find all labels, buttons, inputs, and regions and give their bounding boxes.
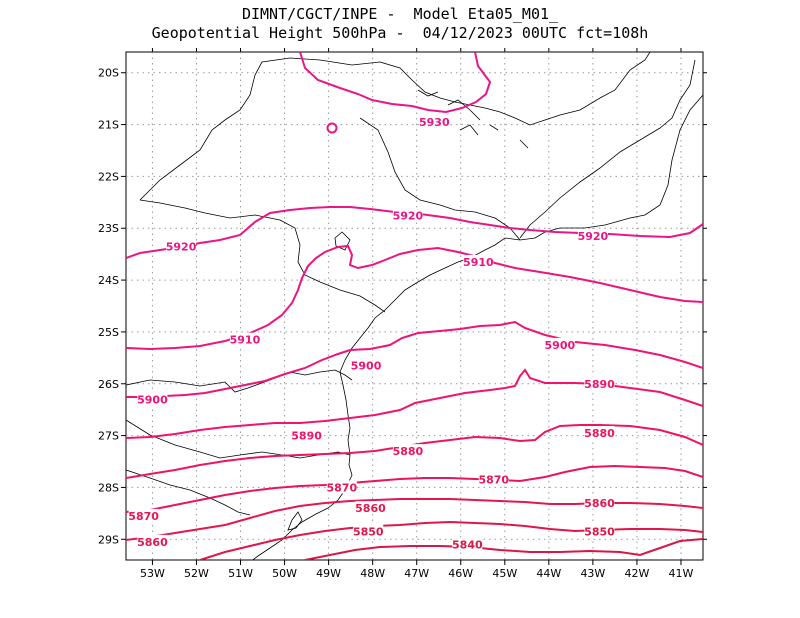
state-border-mg-es <box>359 117 521 241</box>
state-border-sp-pr <box>139 199 386 313</box>
coastline <box>251 94 703 560</box>
contour-5840-a <box>304 538 703 560</box>
contour-label-bg <box>452 537 483 551</box>
contour-5900-a <box>126 320 703 398</box>
contour-label: 5900 <box>137 393 168 406</box>
contour-label: 5840 <box>452 538 483 551</box>
contour-label-bg <box>326 480 357 494</box>
coastline-borders <box>126 52 703 560</box>
x-tick-label: 43W <box>580 567 605 580</box>
contour-label-bg <box>392 208 423 222</box>
contour-5930 <box>299 52 492 114</box>
state-border-mg-sp <box>139 52 651 201</box>
contour-label-bg <box>166 239 197 253</box>
state-border-rj-mg <box>519 59 696 239</box>
contour-label: 5850 <box>353 525 384 538</box>
contour-5870-a <box>126 464 703 513</box>
island-sp <box>334 231 351 251</box>
contour-5910-a <box>126 244 703 351</box>
y-tick-label: 22S <box>98 170 119 183</box>
y-tick-label: 26S <box>98 378 119 391</box>
contour-label-bg <box>544 337 575 351</box>
y-tick-label: 23S <box>98 222 119 235</box>
contour-label-bg <box>355 501 386 515</box>
contour-label: 5880 <box>393 445 424 458</box>
y-tick-label: 29S <box>98 533 119 546</box>
state-border-pr-sc <box>126 369 353 393</box>
contour-label-bg <box>229 332 260 346</box>
contour-label: 5860 <box>584 497 615 510</box>
x-tick-label: 53W <box>140 567 165 580</box>
x-tick-label: 45W <box>492 567 517 580</box>
contour-label: 5890 <box>584 378 615 391</box>
closed-contour-5930 <box>326 122 338 134</box>
contour-label-bg <box>137 534 168 548</box>
contour-label-bg <box>128 508 159 522</box>
contour-label: 5860 <box>355 502 386 515</box>
contour-label: 5880 <box>584 427 615 440</box>
contour-label: 5900 <box>545 339 576 352</box>
contour-label: 5920 <box>166 240 197 253</box>
x-tick-label: 49W <box>316 567 341 580</box>
contour-label: 5920 <box>578 230 609 243</box>
x-tick-label: 47W <box>404 567 429 580</box>
contour-label-bg <box>584 376 615 390</box>
contour-label-bg <box>353 524 384 538</box>
y-tick-label: 28S <box>98 481 119 494</box>
y-tick-label: 25S <box>98 326 119 339</box>
contour-label-bg <box>291 428 322 442</box>
x-tick-label: 51W <box>228 567 253 580</box>
chart-title-line-1: DIMNT/CGCT/INPE - Model Eta05_M01_ <box>241 5 559 23</box>
x-tick-label: 50W <box>272 567 297 580</box>
contour-label: 5870 <box>128 510 159 523</box>
y-tick-label: 27S <box>98 430 119 443</box>
contour-label: 5870 <box>478 474 509 487</box>
contour-label-bg <box>351 358 382 372</box>
x-axis-ticks: 53W 52W 51W 50W 49W 48W 47W 46W 45W 44W 43W 42W 41W <box>140 48 694 580</box>
y-tick-label: 20S <box>98 67 119 80</box>
contour-5880-a <box>126 424 703 479</box>
contour-5850-a <box>199 520 703 560</box>
lagoon <box>287 511 303 531</box>
contour-label-bg <box>419 114 450 128</box>
contour-label-bg <box>478 472 509 486</box>
contour-label-bg <box>577 229 608 243</box>
country-border <box>126 469 251 516</box>
x-tick-label: 41W <box>669 567 694 580</box>
contour-label: 5890 <box>291 430 322 443</box>
contour-label: 5920 <box>393 209 424 222</box>
x-tick-label: 48W <box>360 567 385 580</box>
contour-labels: 5930 5920 5920 5920 5910 5910 5900 5900 5900 5890… <box>128 114 615 551</box>
contour-label: 5910 <box>230 334 261 347</box>
plot-frame <box>125 51 704 561</box>
grid-lines <box>126 52 703 560</box>
y-axis-ticks: 20S 21S 22S 23S 24S 25S 26S 27S 28S 29S <box>98 67 707 546</box>
contour-label: 5850 <box>584 525 615 538</box>
contour-label-bg <box>137 392 168 406</box>
x-tick-label: 46W <box>448 567 473 580</box>
x-tick-label: 44W <box>536 567 561 580</box>
contour-label-bg <box>463 254 494 268</box>
contour-label: 5870 <box>327 481 358 494</box>
contour-label: 5860 <box>137 536 168 549</box>
contour-label-bg <box>584 426 615 439</box>
x-tick-label: 52W <box>184 567 209 580</box>
contour-label-bg <box>392 444 423 458</box>
bay-marks <box>417 89 529 149</box>
y-tick-label: 21S <box>98 119 119 132</box>
x-tick-label: 42W <box>624 567 649 580</box>
contour-label: 5930 <box>419 116 450 129</box>
contour-label-bg <box>584 495 615 509</box>
contour-label: 5910 <box>463 256 494 269</box>
contour-label-bg <box>584 524 615 538</box>
contour-label: 5900 <box>351 360 382 373</box>
y-tick-label: 24S <box>98 274 119 287</box>
chart-title-line-2: Geopotential Height 500hPa - 04/12/2023 … <box>151 24 649 42</box>
